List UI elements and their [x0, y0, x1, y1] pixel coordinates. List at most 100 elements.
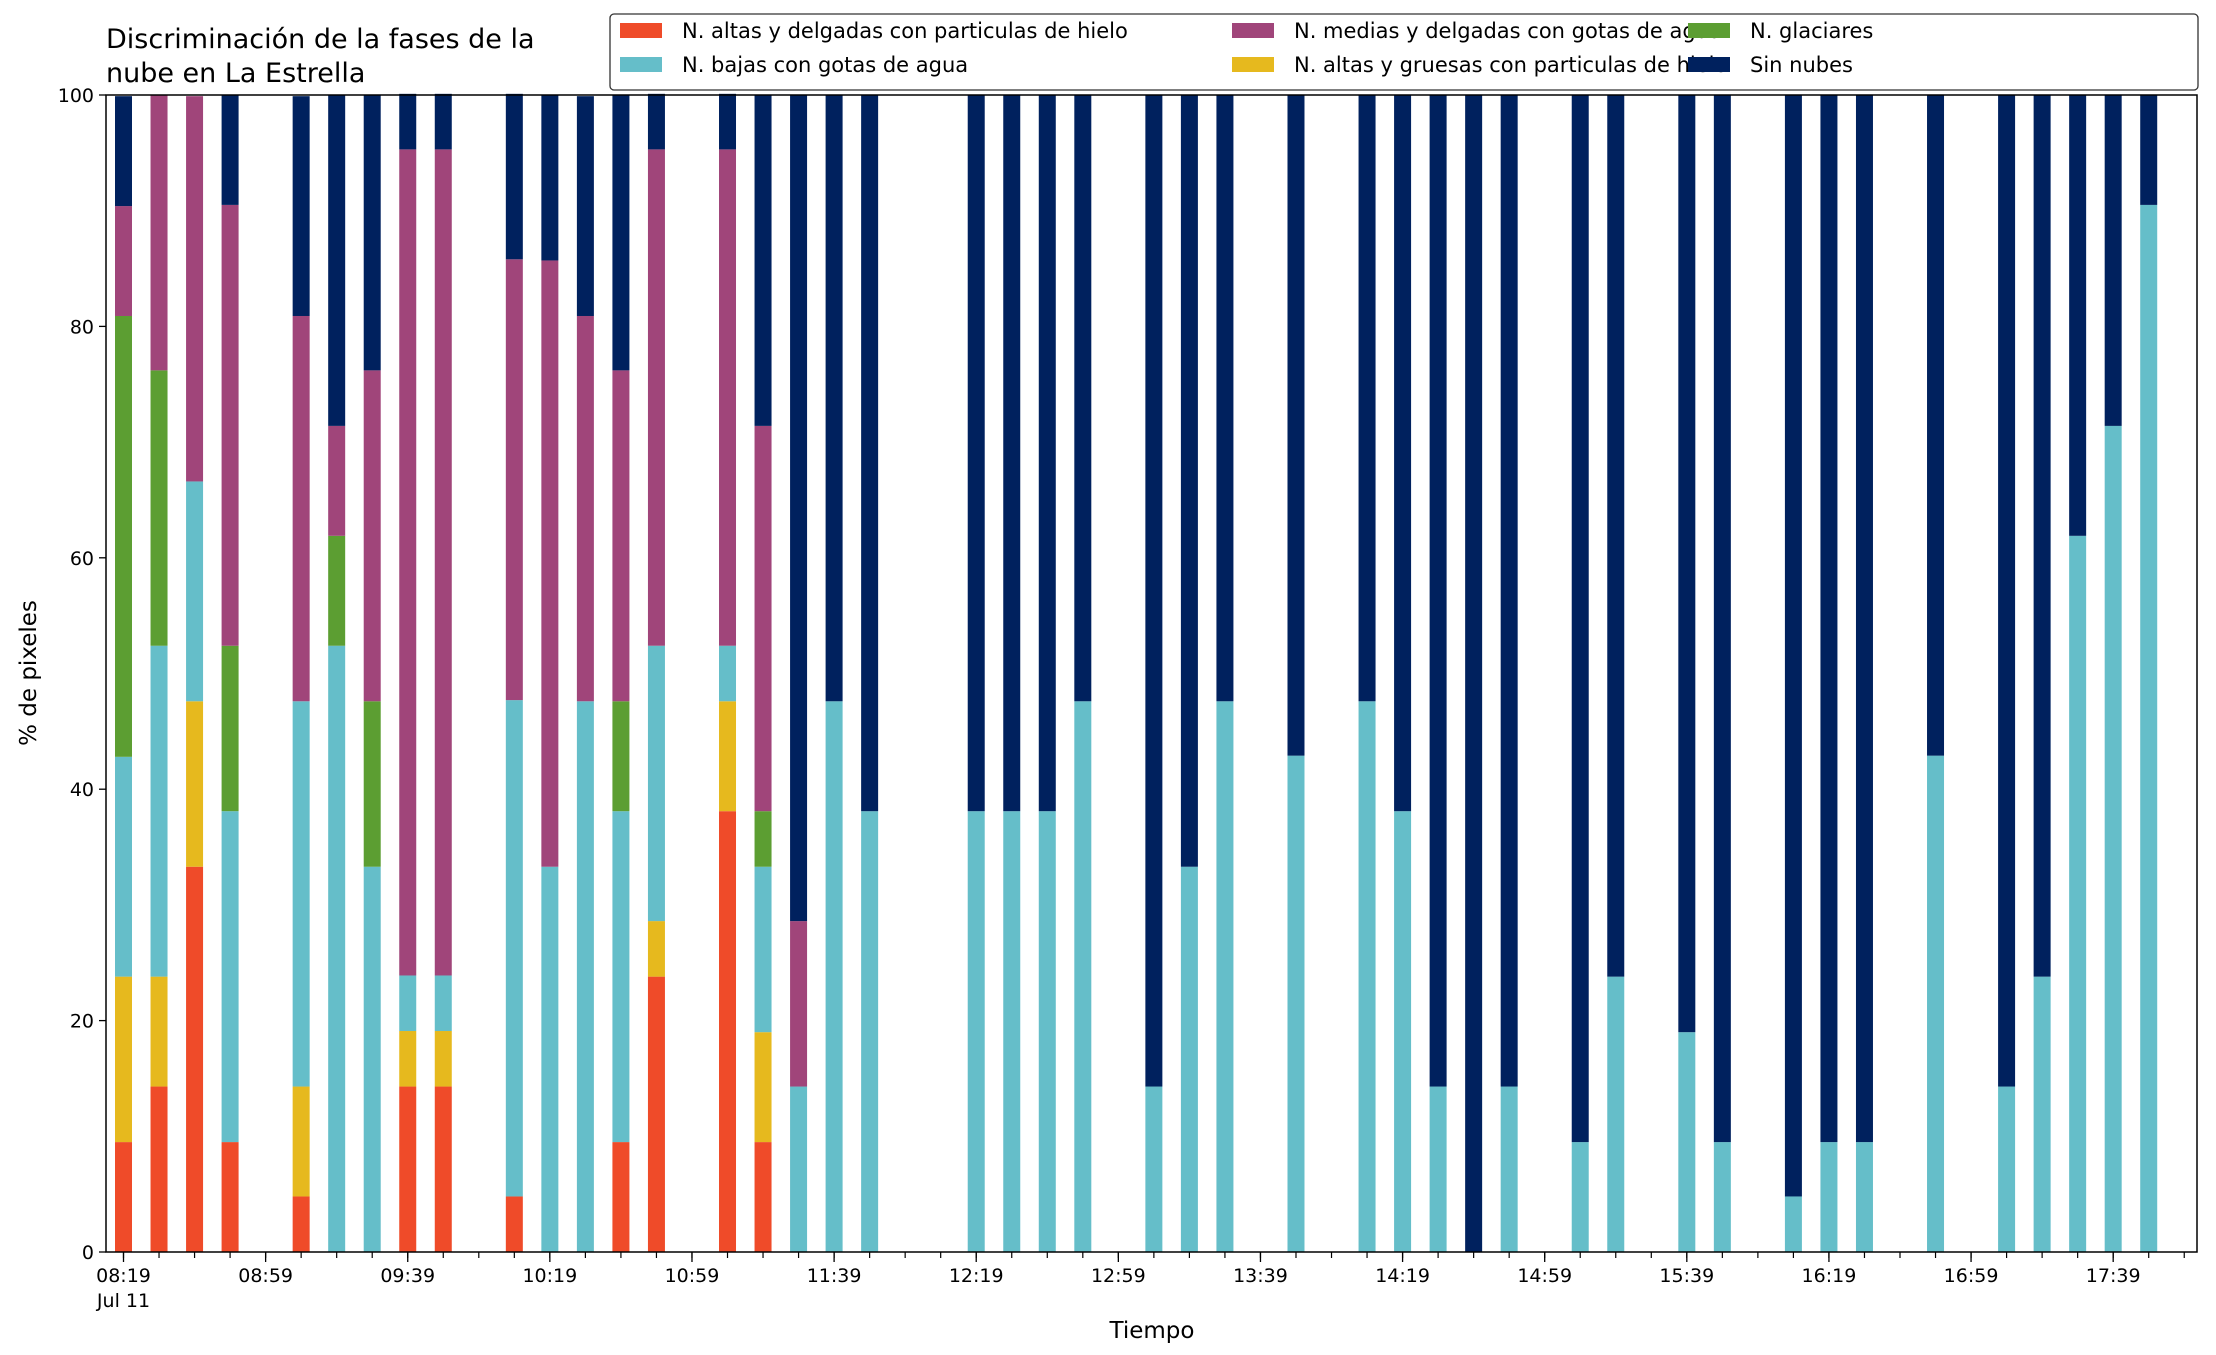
bar-segment-1619-s5 — [1820, 95, 1838, 1143]
x-tick-label-0819: 08:19 — [96, 1265, 151, 1287]
bar-segment-1719-s2 — [2033, 976, 2051, 1252]
bar-segment-0849-s4 — [221, 204, 239, 646]
bar-segment-1649-s2 — [1927, 755, 1945, 1252]
y-tick-label-100: 100 — [58, 85, 94, 107]
y-axis: 0 20 40 60 80 100 — [58, 85, 106, 1264]
bar-segment-0939-s2 — [399, 975, 417, 1032]
bar-segment-0939-s1 — [399, 1031, 417, 1087]
bar-segment-1119-s3 — [754, 811, 772, 867]
x-tick-label-1259: 12:59 — [1091, 1265, 1146, 1287]
legend-swatch-4 — [1232, 23, 1274, 38]
bar-segment-1229-s5 — [1003, 95, 1021, 812]
bar-segment-1739-s5 — [2104, 95, 2122, 426]
bar-segment-0819-s0 — [115, 1142, 132, 1252]
bars-layer — [115, 93, 2158, 1252]
bar-segment-0909-s1 — [292, 1086, 310, 1197]
bar-segment-0839-s4 — [186, 96, 204, 482]
bar-segment-1309-s2 — [1145, 1086, 1163, 1252]
bar-segment-1539-s5 — [1678, 95, 1696, 1033]
x-tick-label-0939: 09:39 — [380, 1265, 435, 1287]
bar-segment-1119-s1 — [754, 1032, 772, 1143]
bar-segment-1129-s2 — [790, 1086, 808, 1252]
legend-swatch-5 — [1688, 57, 1730, 72]
bar-segment-1119-s5 — [754, 95, 772, 426]
bar-segment-1009-s0 — [505, 1196, 523, 1252]
bar-segment-1049-s1 — [647, 921, 665, 977]
bar-segment-1139-s2 — [825, 701, 843, 1252]
bar-segment-1329-s2 — [1216, 701, 1234, 1252]
bar-segment-1349-s5 — [1287, 95, 1305, 756]
bar-segment-0929-s5 — [363, 95, 381, 371]
bar-segment-0929-s2 — [363, 866, 381, 1252]
bar-segment-1109-s5 — [719, 93, 737, 150]
bar-segment-1119-s0 — [754, 1142, 772, 1252]
bar-segment-1729-s2 — [2069, 535, 2087, 1252]
bar-segment-0839-s2 — [186, 481, 204, 702]
bar-segment-1149-s5 — [861, 95, 879, 812]
bar-segment-0819-s2 — [115, 756, 132, 977]
bar-segment-1549-s2 — [1713, 1142, 1731, 1252]
bar-segment-1419-s5 — [1394, 95, 1412, 812]
bar-segment-0949-s4 — [434, 149, 452, 976]
bar-segment-0829-s0 — [150, 1086, 168, 1252]
legend-box — [609, 13, 2199, 91]
bar-segment-1019-s2 — [541, 866, 559, 1252]
bar-segment-0849-s3 — [221, 645, 239, 812]
bar-segment-1029-s4 — [576, 315, 594, 702]
bar-segment-1439-s5 — [1465, 95, 1483, 1252]
bar-segment-0939-s5 — [399, 93, 417, 150]
bar-segment-0939-s4 — [399, 149, 417, 976]
bar-segment-0949-s1 — [434, 1031, 452, 1087]
legend-label-1: N. altas y gruesas con particulas de hie… — [1294, 53, 1727, 77]
bar-segment-1419-s2 — [1394, 811, 1412, 1252]
y-tick-label-60: 60 — [70, 548, 94, 570]
bar-segment-1449-s2 — [1500, 1086, 1518, 1252]
bar-segment-1109-s4 — [719, 149, 737, 646]
y-tick-label-0: 0 — [82, 1242, 94, 1264]
bar-segment-1549-s5 — [1713, 95, 1731, 1143]
bar-segment-1429-s2 — [1429, 1086, 1447, 1252]
x-axis: 08:19 08:59 09:39 10:19 10:59 11:39 12:19 12:59… — [96, 1252, 2185, 1312]
bar-segment-1249-s2 — [1074, 701, 1092, 1252]
bar-segment-1749-s5 — [2140, 95, 2158, 205]
bar-segment-1629-s2 — [1855, 1142, 1873, 1252]
bar-segment-1039-s3 — [612, 701, 630, 812]
legend: N. altas y delgadas con particulas de hi… — [609, 13, 2199, 91]
bar-segment-1039-s4 — [612, 370, 630, 702]
bar-segment-1049-s5 — [647, 93, 665, 150]
bar-segment-1449-s5 — [1500, 95, 1518, 1087]
bar-segment-1519-s5 — [1607, 95, 1625, 977]
legend-swatch-3 — [1688, 23, 1730, 38]
bar-segment-1539-s2 — [1678, 1032, 1696, 1252]
chart-title-line-2: nube en La Estrella — [106, 58, 365, 89]
bar-segment-1239-s5 — [1038, 95, 1056, 812]
bar-segment-1129-s5 — [790, 95, 808, 922]
bar-segment-1009-s5 — [505, 93, 523, 260]
x-tick-label-1659: 16:59 — [1944, 1265, 1999, 1287]
bar-segment-1109-s0 — [719, 811, 737, 1252]
y-tick-label-80: 80 — [70, 316, 94, 338]
chart-title-line-1: Discriminación de la fases de la — [106, 24, 535, 55]
bar-segment-0829-s4 — [150, 95, 168, 371]
bar-segment-0909-s0 — [292, 1196, 310, 1252]
bar-segment-1019-s5 — [541, 95, 559, 261]
legend-label-3: N. glaciares — [1750, 19, 1873, 43]
bar-segment-0819-s1 — [115, 976, 132, 1143]
bar-segment-0909-s2 — [292, 701, 310, 1087]
bar-segment-0919-s2 — [328, 645, 346, 1252]
bar-segment-1709-s2 — [1998, 1086, 2016, 1252]
bar-segment-1749-s2 — [2140, 204, 2158, 1252]
bar-segment-1409-s5 — [1358, 95, 1376, 702]
bar-segment-1019-s4 — [541, 260, 559, 867]
bar-segment-0949-s5 — [434, 93, 452, 150]
bar-segment-1249-s5 — [1074, 95, 1092, 702]
bar-segment-0839-s1 — [186, 701, 204, 867]
bar-segment-0819-s3 — [115, 315, 132, 757]
bar-segment-1609-s2 — [1784, 1196, 1802, 1252]
bar-segment-1329-s5 — [1216, 95, 1234, 702]
bar-segment-1739-s2 — [2104, 425, 2122, 1252]
bar-segment-1229-s2 — [1003, 811, 1021, 1252]
bar-segment-1009-s4 — [505, 259, 523, 701]
bar-segment-1729-s5 — [2069, 95, 2087, 536]
